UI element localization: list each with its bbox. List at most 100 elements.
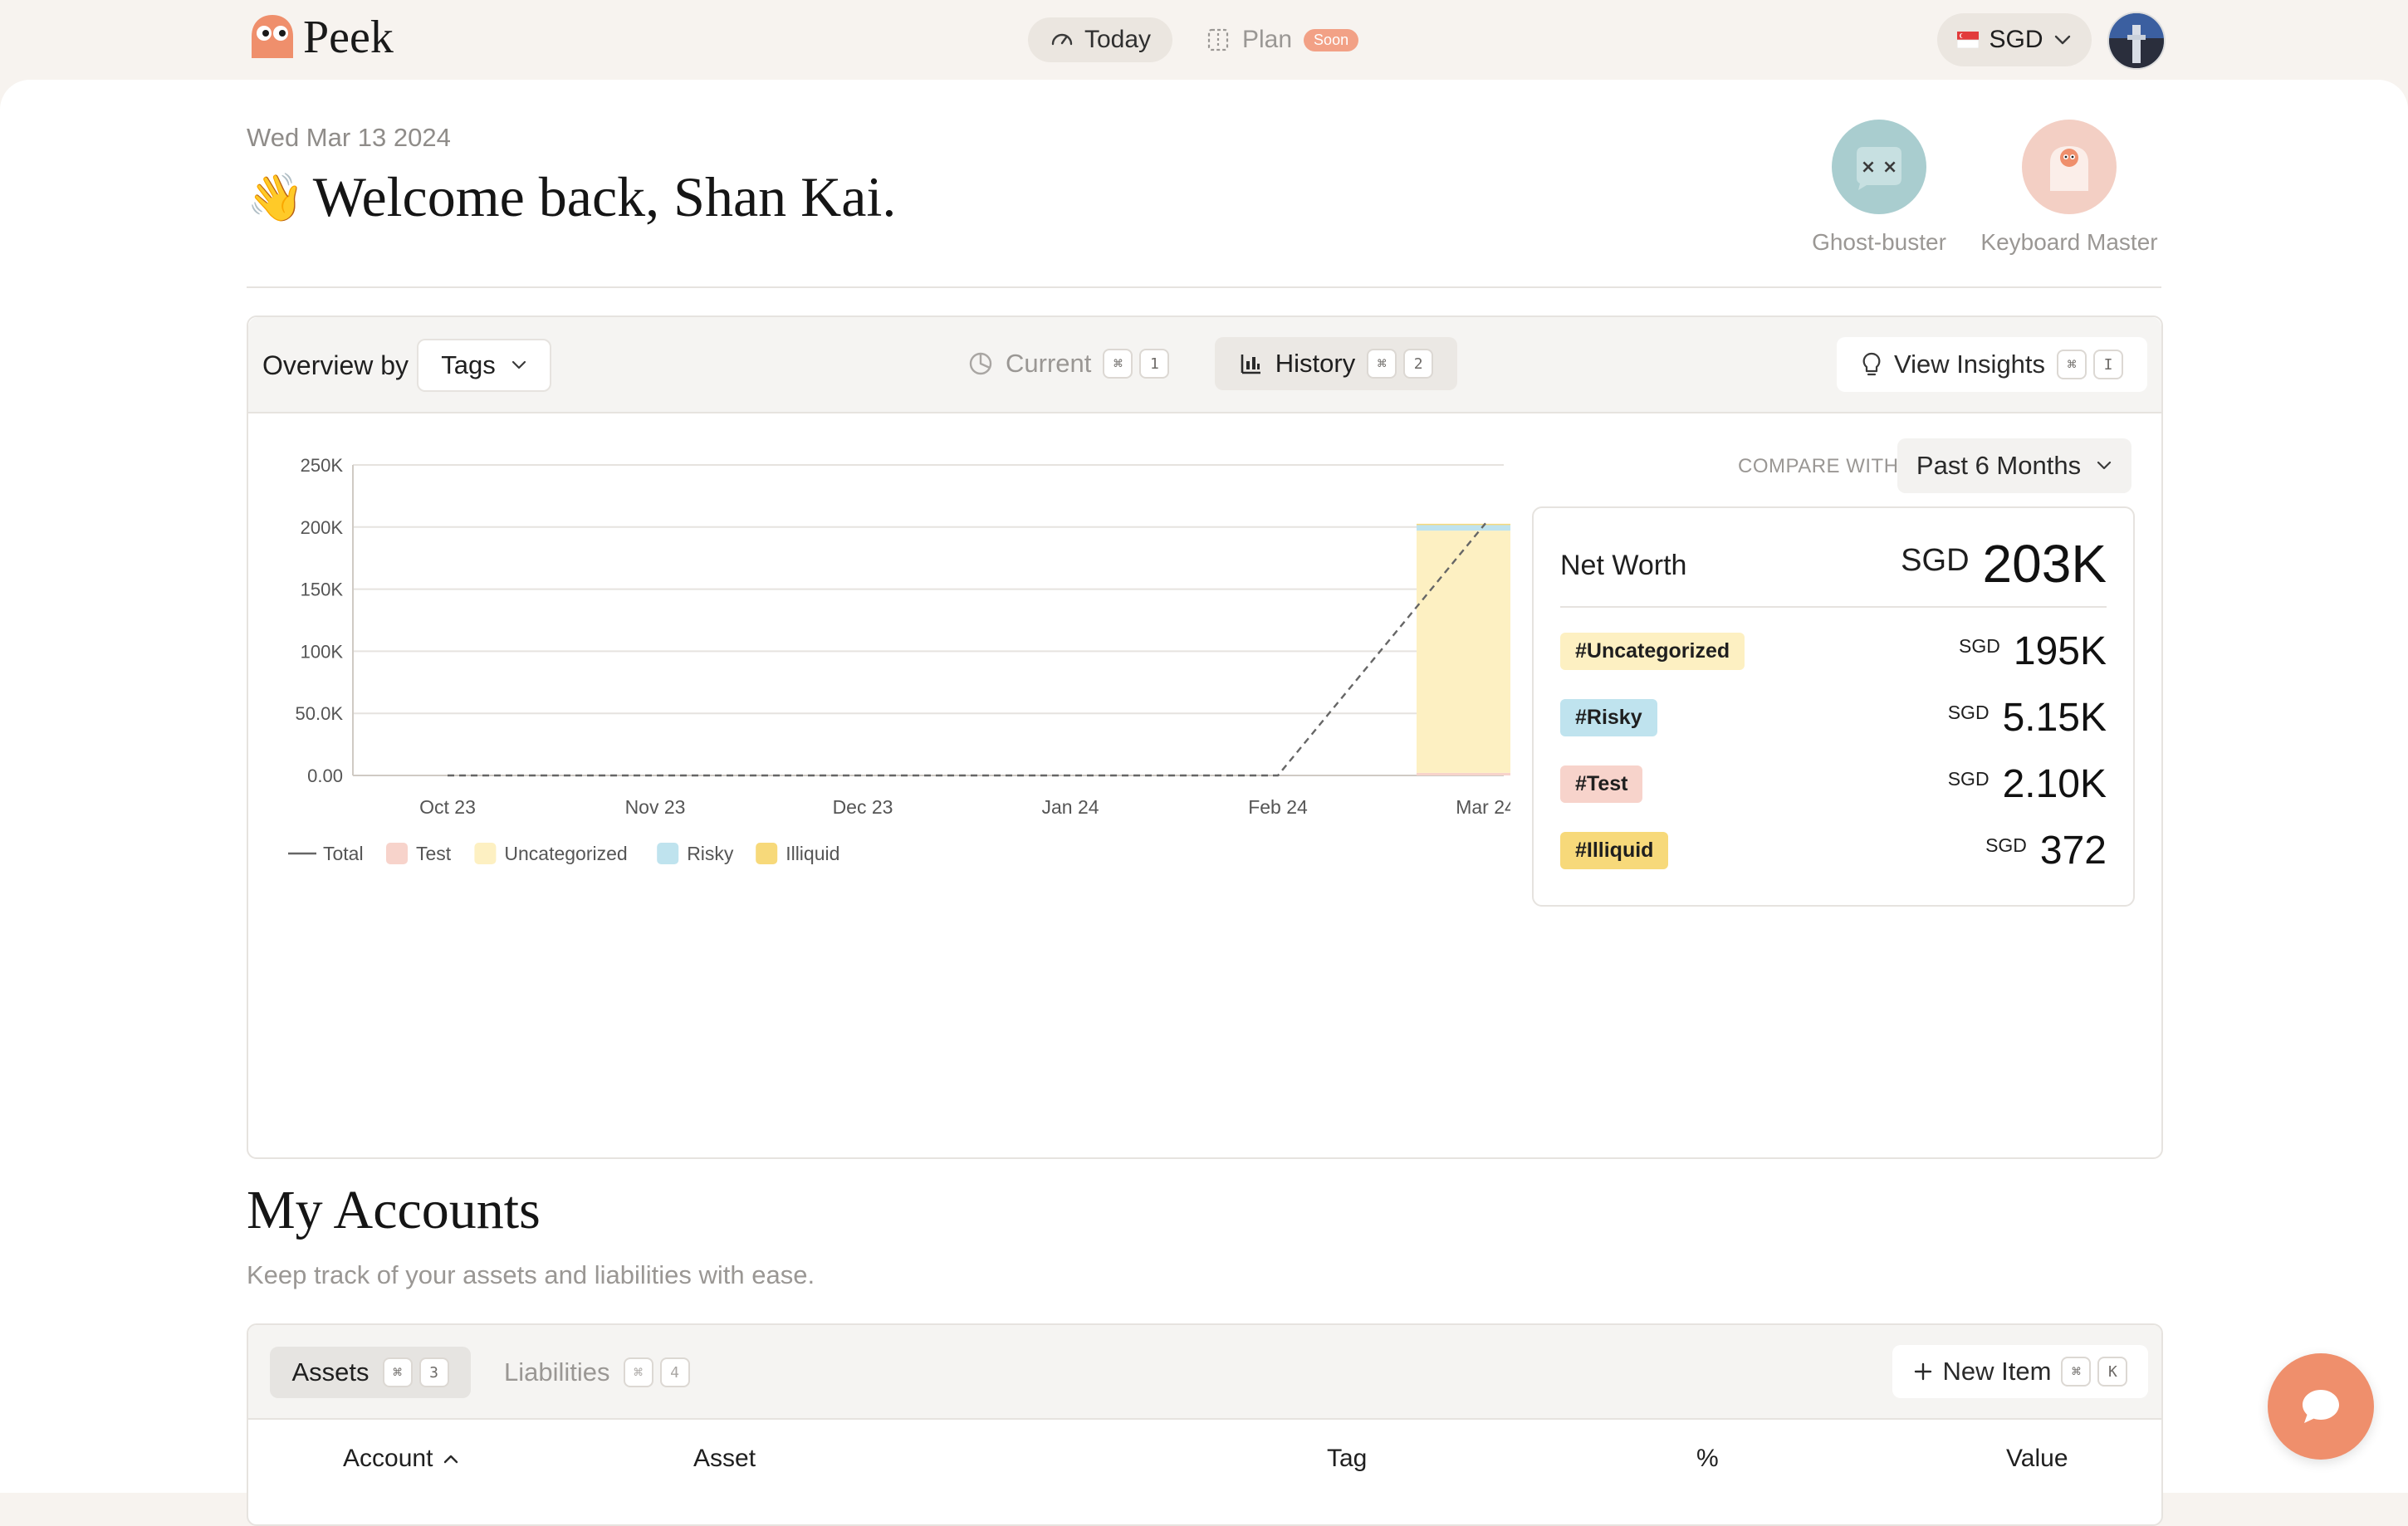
tag-value: 195K <box>2013 628 2107 673</box>
overview-toolbar: Overview by Tags Current ⌘ 1 <box>248 317 2161 413</box>
tag-amount: SGD 372 <box>1985 828 2107 873</box>
svg-text:× ×: × × <box>1861 157 1898 178</box>
ghost-icon: × × <box>1832 120 1926 214</box>
legend-label: Total <box>323 843 364 864</box>
kbd-key: ⌘ <box>2057 350 2087 379</box>
tag-amount: SGD 2.10K <box>1948 761 2107 807</box>
tag-amount: SGD 195K <box>1959 628 2107 674</box>
tab-assets-label: Assets <box>291 1357 370 1387</box>
net-worth-label: Net Worth <box>1560 550 1687 581</box>
tag-row-illiquid[interactable]: #Illiquid SGD 372 <box>1560 827 2107 873</box>
nav-plan-label: Plan <box>1242 26 1293 53</box>
bar-segment-uncategorized <box>1417 531 1510 773</box>
column-header-value[interactable]: Value <box>2006 1445 2068 1473</box>
wave-emoji-icon: 👋 <box>247 172 305 224</box>
tab-liabilities[interactable]: Liabilities ⌘ 4 <box>504 1347 690 1398</box>
kbd-key: ⌘ <box>1367 349 1397 379</box>
net-worth-divider <box>1560 606 2107 608</box>
legend-swatch <box>657 843 679 864</box>
accounts-title: My Accounts <box>247 1180 541 1240</box>
new-item-button[interactable]: New Item ⌘ K <box>1892 1345 2148 1398</box>
chat-bubble-icon <box>2303 1390 2339 1423</box>
welcome-heading: 👋 Welcome back, Shan Kai. <box>247 164 896 230</box>
new-item-label: New Item <box>1942 1357 2052 1386</box>
peek-logo-icon <box>252 15 293 58</box>
chevron-down-icon <box>2054 35 2070 45</box>
chevron-down-icon <box>2097 461 2112 470</box>
net-worth-amount: 203K <box>1982 534 2107 594</box>
kbd-key: ⌘ <box>2061 1357 2092 1387</box>
column-header-tag[interactable]: Tag <box>1327 1445 1367 1473</box>
column-header-asset[interactable]: Asset <box>693 1445 756 1473</box>
plus-icon <box>1914 1362 1931 1381</box>
overview-group-select[interactable]: Tags <box>417 339 551 392</box>
user-avatar[interactable] <box>2107 12 2166 70</box>
accounts-subtitle: Keep track of your assets and liabilitie… <box>247 1260 815 1289</box>
current-date: Wed Mar 13 2024 <box>247 123 451 152</box>
column-header-percent[interactable]: % <box>1696 1445 1719 1473</box>
kbd-key: 1 <box>1139 349 1170 379</box>
currency-selector[interactable]: SGD <box>1937 13 2092 66</box>
net-worth-currency: SGD <box>1901 543 1970 578</box>
nav-plan[interactable]: Plan Soon <box>1206 17 1359 62</box>
chat-button[interactable] <box>2268 1353 2374 1460</box>
legend-label: Illiquid <box>786 843 839 864</box>
tag-chip: #Uncategorized <box>1560 632 1745 670</box>
tag-currency: SGD <box>1959 634 2000 657</box>
column-header-label: Tag <box>1327 1445 1368 1472</box>
sort-ascending-icon <box>444 1455 458 1464</box>
tag-chip: #Risky <box>1560 698 1657 736</box>
tag-row-risky[interactable]: #Risky SGD 5.15K <box>1560 694 2107 741</box>
bar-segment-illiquid <box>1417 523 1510 526</box>
tag-currency: SGD <box>1947 767 1990 790</box>
kbd-key: 4 <box>659 1357 690 1387</box>
tab-current[interactable]: Current ⌘ 1 <box>967 339 1170 389</box>
view-insights-button[interactable]: View Insights ⌘ I <box>1837 337 2147 392</box>
bar-segment-test <box>1417 772 1510 775</box>
avatar-image <box>2109 13 2164 68</box>
tag-value: 2.10K <box>2002 761 2107 806</box>
compare-period-select[interactable]: Past 6 Months <box>1897 438 2131 493</box>
badge-label: Keyboard Master <box>1980 229 2158 255</box>
badge-keyboard-master[interactable]: Keyboard Master <box>1976 120 2162 256</box>
y-tick-label: 200K <box>301 517 344 538</box>
x-tick-label: Jan 24 <box>1041 796 1099 818</box>
welcome-text: Welcome back, Shan Kai. <box>312 165 897 228</box>
y-tick-label: 250K <box>301 455 344 476</box>
column-header-account[interactable]: Account <box>343 1445 459 1473</box>
column-header-label: Account <box>343 1445 433 1472</box>
app-logo[interactable]: Peek <box>247 12 394 63</box>
shortcut-keys: ⌘ I <box>2057 350 2124 379</box>
tag-chip: #Test <box>1560 765 1643 803</box>
bar-segment-risky <box>1417 524 1510 531</box>
history-chart: 250K 200K 150K 100K 50.0K 0.00 Oct 23 Nov 23 Dec… <box>288 455 1510 864</box>
soon-badge: Soon <box>1304 28 1359 51</box>
tab-assets[interactable]: Assets ⌘ 3 <box>270 1347 471 1398</box>
compare-period-value: Past 6 Months <box>1916 451 2082 480</box>
overview-card: Overview by Tags Current ⌘ 1 <box>247 315 2163 1159</box>
legend-label: Risky <box>687 843 734 864</box>
kbd-key: K <box>2097 1357 2128 1387</box>
tag-value: 372 <box>2039 828 2107 873</box>
compare-with-label: COMPARE WITH <box>1738 455 1899 477</box>
tag-row-test[interactable]: #Test SGD 2.10K <box>1560 761 2107 807</box>
x-tick-label: Mar 24 <box>1456 796 1510 818</box>
nav-today-label: Today <box>1084 26 1152 53</box>
badge-label: Ghost-buster <box>1812 229 1946 255</box>
y-tick-label: 100K <box>301 641 344 662</box>
badge-ghost-buster[interactable]: × × Ghost-buster <box>1800 120 1958 256</box>
total-line <box>448 522 1486 777</box>
view-insights-label: View Insights <box>1893 350 2046 379</box>
accounts-card: Assets ⌘ 3 Liabilities ⌘ 4 New Item ⌘ K <box>247 1323 2163 1526</box>
nav-today[interactable]: Today <box>1028 17 1172 62</box>
column-header-label: Value <box>2006 1445 2068 1472</box>
tag-row-uncategorized[interactable]: #Uncategorized SGD 195K <box>1560 628 2107 674</box>
x-tick-label: Feb 24 <box>1248 796 1308 818</box>
kbd-key: 3 <box>418 1357 449 1387</box>
plan-icon <box>1207 28 1229 51</box>
shortcut-keys: ⌘ K <box>2061 1357 2128 1387</box>
kbd-key: ⌘ <box>382 1357 413 1387</box>
tab-history[interactable]: History ⌘ 2 <box>1215 337 1457 390</box>
tab-liabilities-label: Liabilities <box>504 1357 610 1387</box>
singapore-flag-icon <box>1957 32 1980 48</box>
